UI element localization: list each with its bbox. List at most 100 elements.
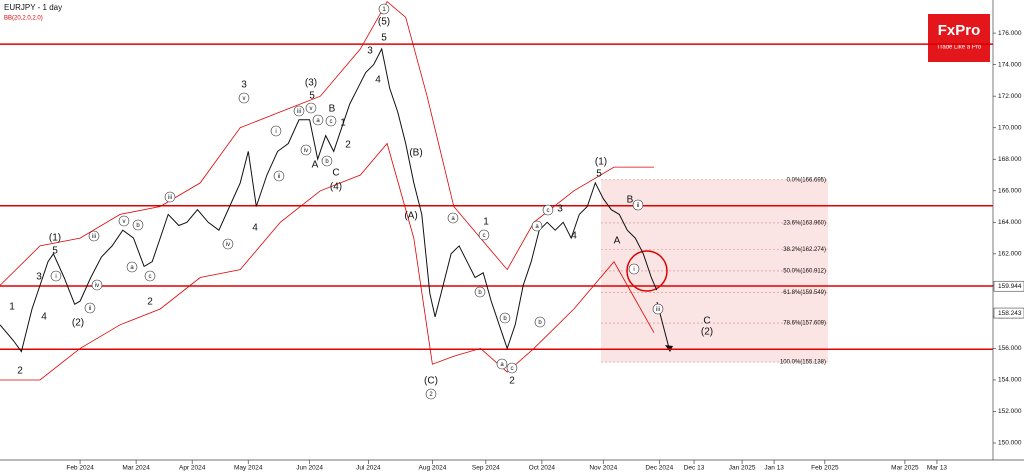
price-line xyxy=(0,47,658,353)
fib-label: 0.0%(166.695) xyxy=(787,177,826,183)
wave-circle xyxy=(305,102,317,114)
wave-circle xyxy=(652,303,664,315)
wave-circle xyxy=(534,316,546,328)
wave-label: a xyxy=(451,216,455,222)
wave-label: 5 xyxy=(381,33,387,44)
wave-circle xyxy=(300,144,312,156)
wave-circle xyxy=(164,191,176,203)
wave-label: 1 xyxy=(382,7,386,13)
wave-label: 4 xyxy=(375,75,381,86)
wave-label: b xyxy=(136,223,140,229)
x-tick-label: May 2024 xyxy=(234,465,263,472)
wave-label: 3 xyxy=(367,46,373,57)
x-tick-label: Oct 2024 xyxy=(529,465,556,472)
x-tick-label: Mar 13 xyxy=(927,465,948,472)
price-label-box xyxy=(993,280,1024,292)
wave-label: (B) xyxy=(409,148,422,159)
wave-circle xyxy=(496,358,508,370)
wave-circle xyxy=(474,286,486,298)
wave-label: (5) xyxy=(378,17,390,28)
x-tick-label: Jan 2025 xyxy=(729,465,756,472)
wave-circle xyxy=(499,312,511,324)
x-tick-label: Sep 2024 xyxy=(472,465,500,472)
wave-circle xyxy=(88,230,100,242)
wave-label: 2 xyxy=(509,376,515,387)
wave-label: iii xyxy=(656,307,660,313)
wave-label: (3) xyxy=(305,78,317,89)
wave-circle xyxy=(118,215,130,227)
x-tick-label: Apr 2024 xyxy=(179,465,206,472)
chart-title: EURJPY - 1 day xyxy=(4,3,62,12)
wave-label: (A) xyxy=(404,211,417,222)
x-tick-label: Jul 2024 xyxy=(356,465,381,472)
wave-label: (4) xyxy=(330,182,342,193)
y-tick-label: 152.000 xyxy=(998,408,1022,415)
wave-label: v xyxy=(243,96,246,102)
wave-circle xyxy=(144,270,156,282)
x-tick-label: Jan 13 xyxy=(764,465,784,472)
wave-label: C xyxy=(703,316,710,327)
y-tick-label: 170.000 xyxy=(998,124,1022,131)
wave-label: (1) xyxy=(49,233,61,244)
indicator-label: BB(20,2.0,2.0) xyxy=(4,16,43,22)
fib-label: 61.8%(159.549) xyxy=(783,290,826,296)
wave-circle xyxy=(447,212,459,224)
x-tick-label: Mar 2025 xyxy=(891,465,919,472)
wave-label: (2) xyxy=(701,327,713,338)
wave-label: (2) xyxy=(72,318,84,329)
wave-label: 1 xyxy=(340,118,346,129)
wave-label: v xyxy=(123,219,126,225)
fib-label: 50.0%(160.912) xyxy=(783,269,826,275)
wave-label: ii xyxy=(89,306,92,312)
y-tick-label: 154.000 xyxy=(998,377,1022,384)
wave-circle xyxy=(270,125,282,137)
wave-label: b xyxy=(325,159,329,165)
wave-label: 3 xyxy=(36,272,42,283)
logo-box xyxy=(928,14,990,62)
wave-label: 4 xyxy=(571,231,577,242)
wave-label: iv xyxy=(304,148,308,154)
wave-label: b xyxy=(538,320,542,326)
wave-label: i xyxy=(633,267,634,273)
wave-label: c xyxy=(149,274,152,280)
price-label: 158.243 xyxy=(998,310,1022,317)
wave-circle xyxy=(628,263,640,275)
fib-label: 38.2%(162.274) xyxy=(783,247,826,253)
wave-label: v xyxy=(310,106,313,112)
wave-label: iv xyxy=(95,283,99,289)
y-tick-label: 172.000 xyxy=(998,93,1022,100)
wave-label: i xyxy=(275,129,276,135)
wave-label: B xyxy=(627,195,634,206)
y-tick-label: 164.000 xyxy=(998,219,1022,226)
wave-label: 5 xyxy=(596,169,602,180)
wave-label: iv xyxy=(226,242,230,248)
y-tick-label: 176.000 xyxy=(998,30,1022,37)
wave-circle xyxy=(84,302,96,314)
wave-circle xyxy=(425,388,437,400)
wave-circle xyxy=(531,220,543,232)
x-tick-label: Mar 2024 xyxy=(122,465,150,472)
wave-label: 3 xyxy=(241,80,247,91)
y-tick-label: 162.000 xyxy=(998,251,1022,258)
wave-label: B xyxy=(329,104,336,115)
wave-label: c xyxy=(547,208,550,214)
wave-label: iii xyxy=(92,234,96,240)
wave-label: ii xyxy=(278,174,281,180)
wave-circle xyxy=(506,362,518,374)
fib-label: 100.0%(155.138) xyxy=(780,360,826,366)
highlight-circle xyxy=(626,250,668,292)
x-tick-label: Jun 2024 xyxy=(296,465,323,472)
wave-circle xyxy=(632,199,644,211)
x-tick-label: Aug 2024 xyxy=(419,465,447,472)
wave-circle xyxy=(50,270,62,282)
wave-circle xyxy=(91,279,103,291)
wave-circle xyxy=(478,229,490,241)
wave-label: 1 xyxy=(9,302,15,313)
x-tick-label: Feb 2024 xyxy=(66,465,94,472)
wave-circle xyxy=(126,261,138,273)
wave-label: (C) xyxy=(424,376,438,387)
x-tick-label: Feb 2025 xyxy=(811,465,839,472)
y-tick-label: 168.000 xyxy=(998,156,1022,163)
wave-label: b xyxy=(478,290,482,296)
